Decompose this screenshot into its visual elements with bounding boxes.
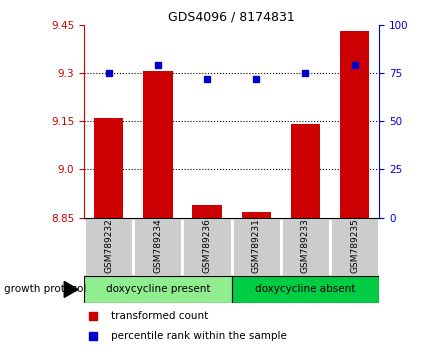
FancyBboxPatch shape: [329, 218, 378, 276]
FancyBboxPatch shape: [280, 218, 329, 276]
Text: doxycycline present: doxycycline present: [105, 284, 209, 295]
Text: GSM789235: GSM789235: [349, 218, 358, 273]
Text: GSM789236: GSM789236: [202, 218, 211, 273]
Text: GSM789234: GSM789234: [153, 218, 162, 273]
FancyBboxPatch shape: [84, 218, 133, 276]
Text: GSM789231: GSM789231: [251, 218, 260, 273]
Bar: [143, 72, 172, 218]
Text: growth protocol: growth protocol: [4, 284, 86, 295]
Bar: [241, 212, 270, 218]
Bar: [94, 118, 123, 218]
FancyBboxPatch shape: [133, 218, 182, 276]
Bar: [290, 125, 319, 218]
Bar: [339, 31, 369, 218]
Text: doxycycline absent: doxycycline absent: [255, 284, 355, 295]
FancyBboxPatch shape: [84, 276, 231, 303]
FancyBboxPatch shape: [231, 218, 280, 276]
Polygon shape: [64, 281, 78, 297]
Text: transformed count: transformed count: [111, 310, 207, 321]
Text: percentile rank within the sample: percentile rank within the sample: [111, 331, 286, 341]
FancyBboxPatch shape: [231, 276, 378, 303]
FancyBboxPatch shape: [182, 218, 231, 276]
Text: GSM789232: GSM789232: [104, 218, 113, 273]
Title: GDS4096 / 8174831: GDS4096 / 8174831: [168, 11, 295, 24]
Text: GSM789233: GSM789233: [300, 218, 309, 273]
Bar: [192, 205, 221, 218]
